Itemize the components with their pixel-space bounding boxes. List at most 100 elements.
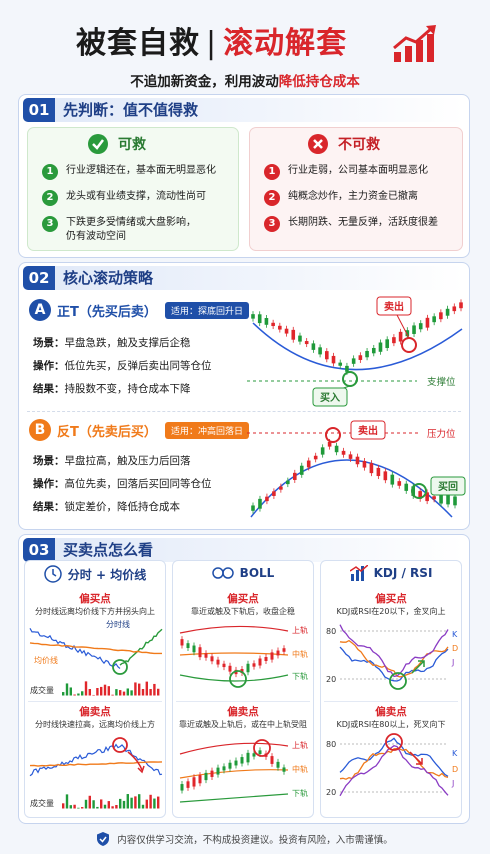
- strategy-tag: 适用：冲高回落日: [165, 422, 250, 439]
- buy-desc: 分时线远离均价线下方并拐头向上: [35, 607, 155, 616]
- candle: [358, 355, 363, 360]
- section-title: 先判断：值不值得救: [63, 101, 199, 119]
- cannot-item: 1 行业走弱，公司基本面明显恶化: [264, 164, 454, 180]
- volume-bar: [145, 799, 148, 809]
- chart-label: J: [451, 658, 454, 667]
- candle: [216, 767, 220, 775]
- strategy-row: 场景：早盘拉高，触及压力后回落: [33, 453, 191, 468]
- row-label: 操作：: [33, 360, 65, 372]
- buy-chart: 80 20 KDJ: [326, 624, 458, 690]
- candle: [439, 312, 443, 320]
- volume-bar: [149, 688, 152, 696]
- candle: [418, 323, 423, 330]
- chart-label: K: [452, 630, 458, 639]
- volume-bar: [141, 689, 145, 696]
- row-text: 早盘急跌，触及支撑后企稳: [64, 337, 191, 349]
- sell-marker: [253, 739, 271, 757]
- volume-bar: [119, 690, 122, 696]
- sell-label: 卖出: [384, 300, 404, 313]
- candle: [198, 647, 202, 658]
- chart-label: 均价线: [34, 655, 58, 665]
- item-text: 龙头或有业绩支撑，流动性尚可: [66, 191, 206, 202]
- row-text: 锁定差价，降低持仓成本: [64, 501, 181, 513]
- candle: [291, 329, 296, 340]
- candle: [292, 472, 297, 480]
- strategy-letter: B: [29, 419, 51, 441]
- title-right: 滚动解套: [223, 26, 348, 61]
- candle: [432, 316, 436, 323]
- candle: [234, 760, 238, 766]
- can-card: 可救 1 行业逻辑还在，基本面无明显恶化 2 龙头或有业绩支撑，流动性尚可 3 下跌更…: [27, 127, 239, 251]
- candle: [331, 355, 336, 364]
- lower-band: [179, 793, 289, 803]
- chart-label: 成交量: [30, 685, 54, 695]
- candle: [210, 770, 214, 777]
- candle: [313, 455, 318, 460]
- chart-label: 上轨: [292, 625, 308, 635]
- volume-bar: [73, 694, 76, 696]
- candle: [412, 325, 416, 334]
- candle: [258, 498, 262, 509]
- trend-curve: [252, 322, 463, 371]
- pointer: [396, 314, 410, 339]
- label-box: [430, 476, 466, 496]
- buy-card: 偏买点 靠近或触及下轨后，收盘企稳 上轨 中轨 下轨: [176, 589, 310, 697]
- item-number: 3: [264, 216, 280, 232]
- chart-label: 中轨: [292, 649, 308, 659]
- volume-bar: [84, 799, 88, 809]
- item-text: 行业走弱，公司基本面明显恶化: [288, 165, 428, 176]
- candle: [318, 347, 322, 355]
- candle: [198, 775, 202, 784]
- indicator-column: 分时 + 均价线 偏买点 分时线远离均价线下方并拐头向上 分时线 均价线 成交量 偏卖点 分时…: [24, 560, 166, 818]
- volume-bar: [153, 798, 156, 809]
- candle: [411, 486, 416, 496]
- buy-marker: [112, 659, 128, 675]
- candle: [222, 663, 226, 668]
- candle: [439, 494, 443, 504]
- candle: [376, 467, 381, 477]
- candle: [216, 659, 220, 665]
- can-item: 3 下跌更多受情绪或大盘影响，仍有波动空间: [42, 216, 198, 244]
- candle: [282, 767, 286, 772]
- footer: 内容仅供学习交流，不构成投资建议。投资有风险，入市需谨慎。: [0, 832, 490, 846]
- candle: [425, 492, 429, 502]
- column-header: 分时 + 均价线: [25, 565, 165, 583]
- candle: [453, 496, 457, 506]
- candle: [299, 465, 304, 475]
- chart-label: 成交量: [30, 798, 54, 808]
- item-text: 下跌更多受情绪或大盘影响，仍有波动空间: [66, 217, 196, 242]
- volume-bar: [126, 794, 129, 809]
- sell-label: 偏卖点: [79, 706, 111, 718]
- buy-card: 偏买点 KDJ或RSI在20以下，金叉向上 80 20 K D J: [324, 589, 458, 697]
- strategy-tag: 适用：探底回升日: [165, 302, 250, 319]
- volume-bar: [119, 798, 122, 809]
- row-text: 早盘拉高，触及压力后回落: [64, 455, 191, 467]
- chart-label: D: [452, 765, 458, 774]
- candle: [252, 753, 256, 757]
- row-label: 结果：: [33, 501, 65, 513]
- line: [29, 628, 121, 669]
- chart-label: 下轨: [292, 788, 308, 798]
- candle: [325, 351, 329, 360]
- title: 被套自救 | 滚动解套: [76, 18, 347, 62]
- candle: [397, 481, 402, 486]
- subtitle-highlight: 降低持仓成本: [278, 74, 360, 90]
- row-text: 低位先买，反弹后卖出同等仓位: [64, 360, 212, 372]
- candle: [446, 495, 450, 505]
- sell-marker: [401, 337, 417, 353]
- column-header: KDJ / RSI: [321, 565, 461, 581]
- indicator-column: KDJ / RSI 偏买点 KDJ或RSI在20以下，金叉向上 80 20 K D J 偏卖点 K…: [320, 560, 462, 818]
- sell-card: 偏卖点 靠近或触及上轨后，或在中上轨受阻 上轨 中轨 下轨: [176, 701, 310, 815]
- strategy-title: 正T（先买后卖）: [57, 305, 157, 320]
- strategy-row: 结果：锁定差价，降低持仓成本: [33, 499, 180, 514]
- candle: [459, 302, 463, 309]
- line: [339, 737, 449, 777]
- footer-text: 内容仅供学习交流，不构成投资建议。投资有风险，入市需谨慎。: [117, 835, 393, 846]
- candle: [369, 463, 374, 474]
- strategy-row: 结果：持股数不变，持仓成本下降: [33, 381, 191, 396]
- buy-label: 偏买点: [227, 593, 259, 605]
- candle: [392, 337, 396, 344]
- item-text: 行业逻辑还在，基本面无明显恶化: [66, 165, 216, 176]
- candle: [276, 761, 280, 768]
